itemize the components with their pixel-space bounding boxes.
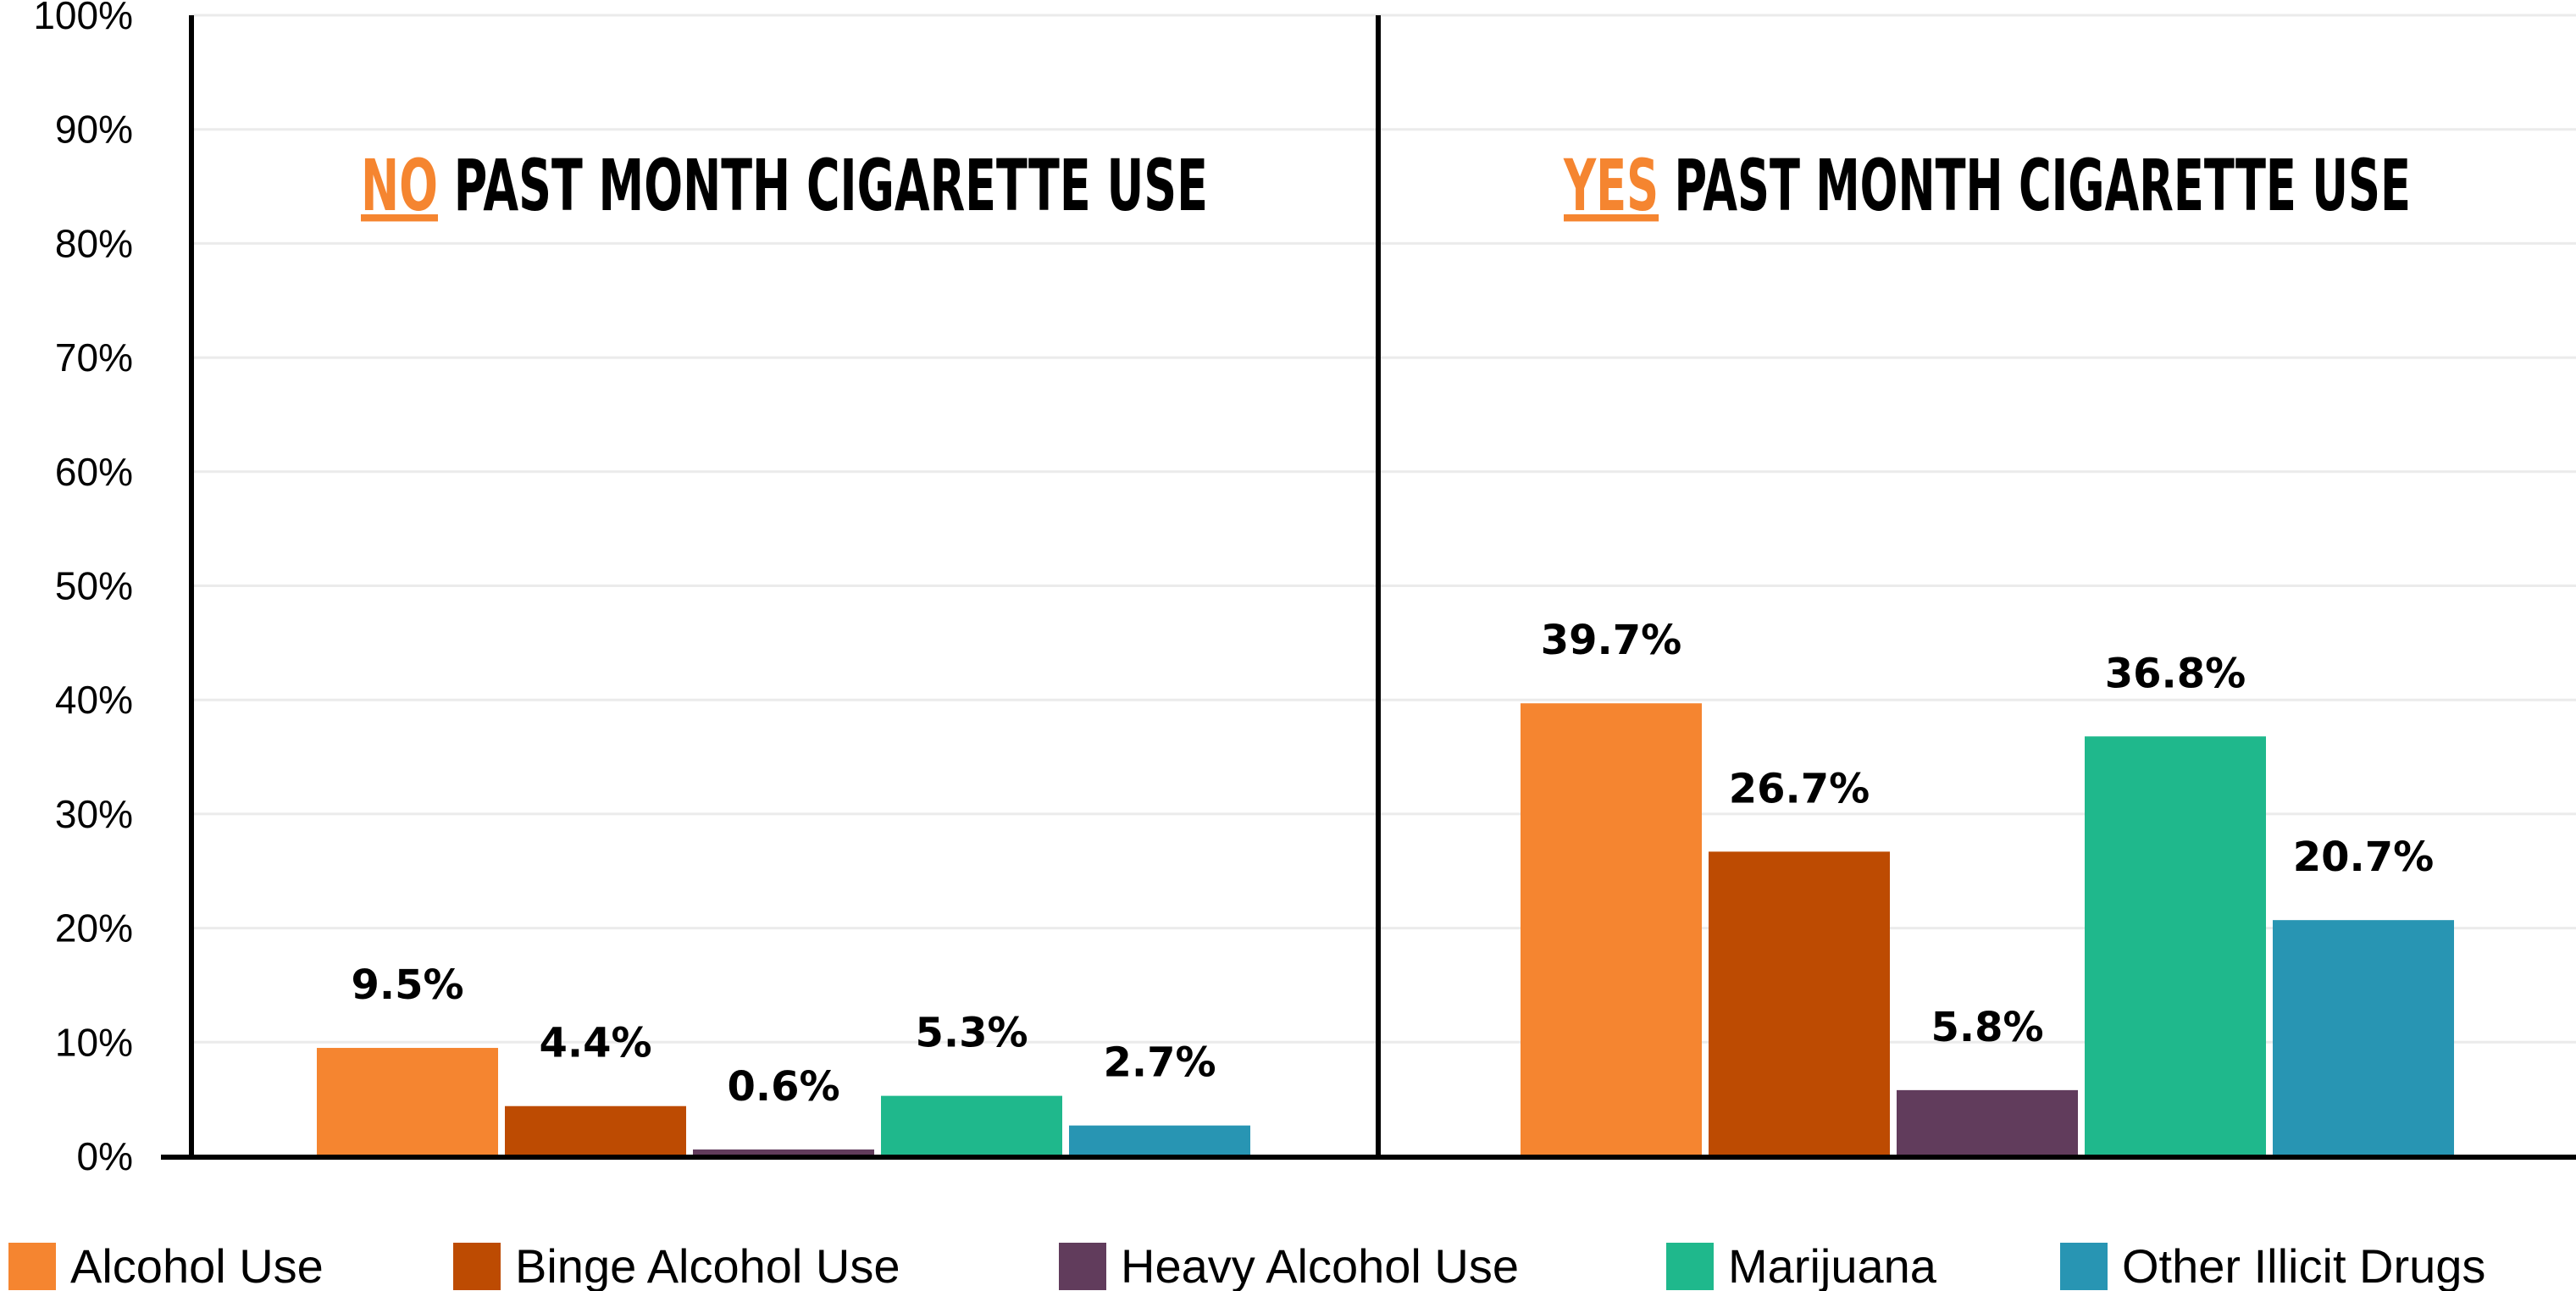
legend-swatch [2060, 1243, 2108, 1290]
value-label: 0.6% [727, 1063, 839, 1111]
legend-label: Marijuana [1728, 1239, 1937, 1291]
bar [1521, 703, 1702, 1156]
legend-label: Other Illicit Drugs [2122, 1239, 2485, 1291]
panel-title-accent: NO [361, 144, 438, 227]
value-label: 39.7% [1541, 617, 1682, 664]
panel-title: NO PAST MONTH CIGARETTE USE [361, 144, 1208, 227]
bar [1897, 1089, 2078, 1156]
bar [505, 1105, 686, 1156]
y-tick-label: 90% [55, 108, 133, 152]
legend: Alcohol Use Binge Alcohol Use Heavy Alcoho… [8, 1239, 2485, 1291]
legend-label: Binge Alcohol Use [515, 1239, 900, 1291]
bar [881, 1095, 1062, 1156]
value-label: 26.7% [1729, 765, 1870, 812]
bar [2085, 736, 2266, 1156]
legend-label: Alcohol Use [70, 1239, 324, 1291]
bar [2273, 920, 2454, 1156]
value-label: 2.7% [1103, 1039, 1216, 1087]
y-tick-label: 60% [55, 450, 133, 494]
legend-swatch [1059, 1243, 1106, 1290]
y-tick-label: 40% [55, 678, 133, 722]
bar [693, 1149, 874, 1156]
value-label: 36.8% [2105, 650, 2246, 697]
value-label: 5.8% [1931, 1004, 2043, 1051]
value-label: 9.5% [351, 961, 463, 1009]
y-axis-ticks: 0% 10% 20% 30% 40% 50% 60% 70% 80% 90% 100% [33, 0, 133, 1178]
legend-swatch [1666, 1243, 1714, 1290]
gridlines [191, 14, 2576, 1044]
y-tick-label: 80% [55, 221, 133, 265]
bar [1069, 1125, 1250, 1156]
value-label: 5.3% [915, 1010, 1028, 1057]
y-tick-label: 30% [55, 792, 133, 836]
y-tick-label: 100% [33, 0, 133, 37]
bars [317, 703, 2454, 1156]
y-tick-label: 50% [55, 564, 133, 608]
y-tick-label: 20% [55, 906, 133, 950]
y-tick-label: 70% [55, 335, 133, 380]
legend-swatch [8, 1243, 56, 1290]
y-tick-label: 0% [77, 1134, 133, 1178]
panel-title: YES PAST MONTH CIGARETTE USE [1563, 144, 2411, 227]
panel-title-accent: YES [1563, 144, 1659, 227]
legend-swatch [453, 1243, 501, 1290]
axes [161, 15, 2576, 1160]
panel-title-text: PAST MONTH CIGARETTE USE [438, 144, 1208, 227]
value-label: 20.7% [2293, 834, 2435, 881]
panel-title-text: PAST MONTH CIGARETTE USE [1659, 144, 2411, 227]
value-labels: 9.5% 4.4% 0.6% 5.3% 2.7% 39.7% 26.7% 5.8% 36.8% 2… [351, 617, 2434, 1111]
bar [317, 1048, 498, 1156]
value-label: 4.4% [539, 1020, 651, 1067]
y-tick-label: 10% [55, 1020, 133, 1064]
legend-label: Heavy Alcohol Use [1121, 1239, 1519, 1291]
bar [1709, 851, 1890, 1156]
